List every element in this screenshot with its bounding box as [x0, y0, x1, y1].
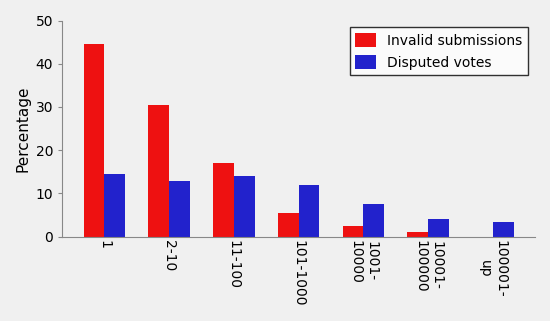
Bar [408, 231, 428, 237]
Bar [299, 185, 320, 237]
Bar [213, 163, 234, 237]
Bar [364, 204, 384, 237]
Bar [84, 44, 104, 237]
Bar [234, 176, 255, 237]
Bar [493, 221, 514, 237]
Bar [104, 174, 125, 237]
Bar [428, 220, 449, 237]
Bar [148, 105, 169, 237]
Legend: Invalid submissions, Disputed votes: Invalid submissions, Disputed votes [350, 27, 528, 75]
Y-axis label: Percentage: Percentage [15, 85, 30, 172]
Bar [343, 226, 364, 237]
Bar [169, 180, 190, 237]
Bar [278, 213, 299, 237]
